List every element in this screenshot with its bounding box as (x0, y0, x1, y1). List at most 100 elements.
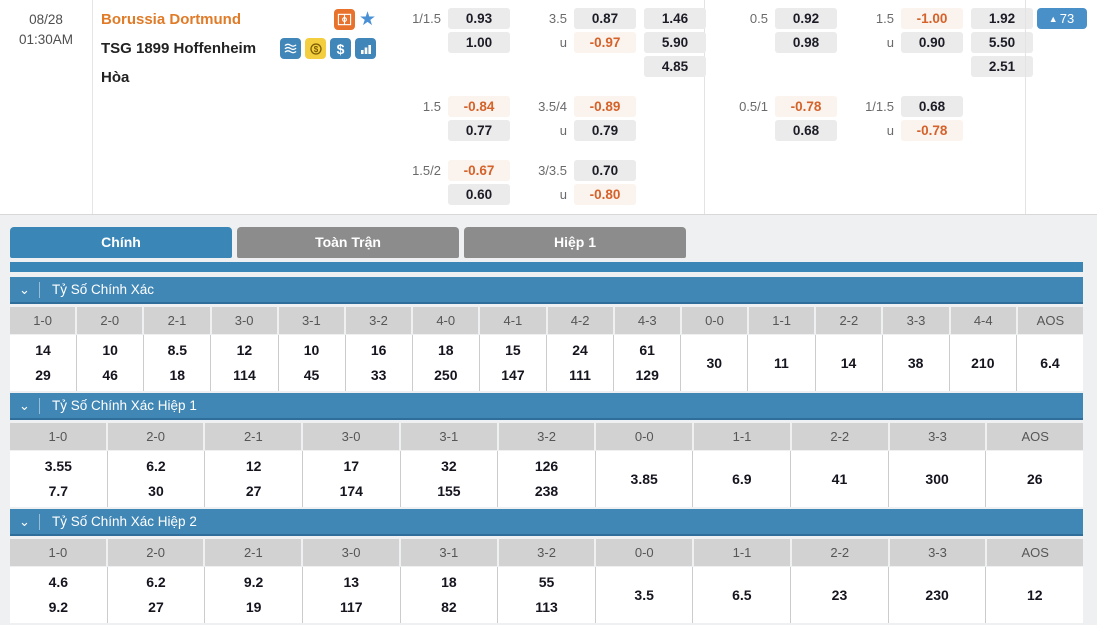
odds-value[interactable]: 0.68 (775, 120, 837, 141)
score-odds-cell[interactable]: 11 (748, 335, 816, 391)
score-column-header: 3-2 (345, 307, 412, 334)
score-odds-cell[interactable]: 30 (681, 335, 749, 391)
chevron-down-icon[interactable]: ⌄ (10, 397, 40, 414)
score-odds-cell[interactable]: 12 114 (211, 335, 279, 391)
score-odds-cell[interactable]: 38 (883, 335, 950, 391)
score-odds-cell[interactable]: 41 (791, 451, 889, 507)
odds-block: 1.5 -0.84 0.77 3.5/4 -0.89 u 0.79 (390, 96, 704, 144)
score-odds-cell[interactable]: 55 113 (498, 567, 596, 623)
score-column-header: 3-2 (498, 539, 595, 566)
score-odds-cell[interactable]: 4.6 9.2 (10, 567, 108, 623)
odds-value[interactable]: 0.98 (775, 32, 837, 53)
tab-chinh[interactable]: Chính (10, 227, 232, 258)
section-header[interactable]: ⌄ Tỷ Số Chính Xác (10, 277, 1083, 304)
odds-value[interactable]: -0.89 (574, 96, 636, 117)
score-odds-cell[interactable]: 230 (889, 567, 987, 623)
odds-value[interactable]: 1.00 (448, 32, 510, 53)
score-odds-cell[interactable]: 12 27 (205, 451, 303, 507)
index-badge[interactable]: ▲ 73 (1036, 8, 1087, 29)
under-label: u (559, 187, 567, 202)
score-odds-cell[interactable]: 3.85 (596, 451, 694, 507)
odds-value[interactable]: 1.46 (644, 8, 706, 29)
score-odds-cell[interactable]: 6.5 (693, 567, 792, 623)
odds-value[interactable]: -0.67 (448, 160, 510, 181)
score-column-header: 4-0 (413, 307, 479, 334)
score-column-header: 1-1 (749, 307, 815, 334)
section-title: Tỷ Số Chính Xác Hiệp 2 (52, 514, 197, 529)
score-odds-cell[interactable]: 12 (1026, 586, 1043, 603)
score-odds-cell[interactable]: 210 (950, 335, 1017, 391)
odds-value[interactable]: -1.00 (901, 8, 963, 29)
score-odds-cell[interactable]: 8.5 18 (144, 335, 212, 391)
score-odds-cell[interactable]: 18 82 (401, 567, 499, 623)
odds-value[interactable]: -0.78 (775, 96, 837, 117)
total-line-label: 1.5 (875, 11, 894, 26)
score-odds-cell[interactable]: 6.4 (1040, 354, 1060, 371)
betslip-icon[interactable] (280, 38, 301, 59)
score-odds-cell[interactable]: 6.2 27 (108, 567, 206, 623)
odds-value[interactable]: 0.77 (448, 120, 510, 141)
up-arrow-icon: ▲ (1048, 14, 1058, 24)
score-column-header: 3-2 (498, 423, 595, 450)
tab-hiep-1[interactable]: Hiệp 1 (464, 227, 686, 258)
score-odds-cell[interactable]: 126 238 (498, 451, 596, 507)
stats-icon[interactable] (355, 38, 376, 59)
odds-value[interactable]: 5.90 (644, 32, 706, 53)
odds-value[interactable]: 5.50 (971, 32, 1033, 53)
score-column-header: 2-1 (144, 307, 210, 334)
score-odds-cell[interactable]: 15 147 (480, 335, 547, 391)
score-odds-cell[interactable]: 16 33 (346, 335, 413, 391)
section-header[interactable]: ⌄ Tỷ Số Chính Xác Hiệp 2 (10, 509, 1083, 536)
odds-value[interactable]: -0.84 (448, 96, 510, 117)
score-odds-cell[interactable]: 6.2 30 (108, 451, 206, 507)
chevron-down-icon[interactable]: ⌄ (10, 281, 40, 298)
odds-value[interactable]: 0.70 (574, 160, 636, 181)
score-odds-cell[interactable]: 23 (791, 567, 889, 623)
win-draw-win-odds: 1.92 5.50 2.51 (971, 8, 1033, 80)
odds-value[interactable]: -0.80 (574, 184, 636, 205)
score-odds-cell[interactable]: 9.2 19 (205, 567, 303, 623)
score-odds-cell[interactable]: 13 117 (303, 567, 401, 623)
odds-value[interactable]: 1.92 (971, 8, 1033, 29)
odds-value[interactable]: 0.93 (448, 8, 510, 29)
score-odds-cell[interactable]: 14 (816, 335, 883, 391)
score-odds-cell[interactable]: 17 174 (303, 451, 401, 507)
score-odds-cell[interactable]: 3.55 7.7 (10, 451, 108, 507)
coin-icon[interactable]: $ (305, 38, 326, 59)
score-odds-cell[interactable]: 18 250 (413, 335, 480, 391)
score-column-header: 4-4 (950, 307, 1016, 334)
odds-value[interactable]: 0.79 (574, 120, 636, 141)
score-odds-cell[interactable]: 6.9 (693, 451, 792, 507)
odds-value[interactable]: 2.51 (971, 56, 1033, 77)
pitch-icon[interactable] (333, 9, 355, 30)
odds-value[interactable]: 0.68 (901, 96, 963, 117)
odds-value[interactable]: -0.97 (574, 32, 636, 53)
score-odds-cell[interactable]: 24 111 (547, 335, 615, 391)
score-odds-cell[interactable]: 10 46 (77, 335, 145, 391)
score-odds-cell[interactable]: 26 (1026, 470, 1043, 487)
score-odds-cell[interactable]: 300 (889, 451, 987, 507)
score-odds-cell[interactable]: 14 29 (10, 335, 78, 391)
odds-value[interactable]: 0.87 (574, 8, 636, 29)
dollar-icon[interactable]: $ (330, 38, 351, 59)
odds-value[interactable]: 0.92 (775, 8, 837, 29)
odds-value[interactable]: 0.90 (901, 32, 963, 53)
teams-column: Borussia Dortmund ★ TSG 1899 Hoffenheim … (93, 0, 378, 214)
odds-value[interactable]: -0.78 (901, 120, 963, 141)
score-column-header: 3-1 (400, 539, 497, 566)
score-odds-cell[interactable]: 3.5 (596, 567, 694, 623)
chevron-down-icon[interactable]: ⌄ (10, 513, 40, 530)
away-team-name[interactable]: TSG 1899 Hoffenheim (101, 40, 257, 57)
home-team-name[interactable]: Borussia Dortmund (101, 11, 242, 28)
score-odds-cell[interactable]: 61 129 (614, 335, 682, 391)
score-odds-cell[interactable]: 32 155 (401, 451, 499, 507)
section-header[interactable]: ⌄ Tỷ Số Chính Xác Hiệp 1 (10, 393, 1083, 420)
score-column-header: AOS (987, 539, 1084, 566)
odds-value[interactable]: 0.60 (448, 184, 510, 205)
odds-panel-left: 1/1.5 0.93 1.00 3.5 0.87 u -0.97 1.46 5.90 4.85 1.… (378, 0, 706, 214)
star-icon[interactable]: ★ (358, 9, 376, 30)
score-column-header: 3-1 (400, 423, 497, 450)
score-odds-cell[interactable]: 10 45 (279, 335, 346, 391)
tab-toan-tran[interactable]: Toàn Trận (237, 227, 459, 258)
odds-value[interactable]: 4.85 (644, 56, 706, 77)
